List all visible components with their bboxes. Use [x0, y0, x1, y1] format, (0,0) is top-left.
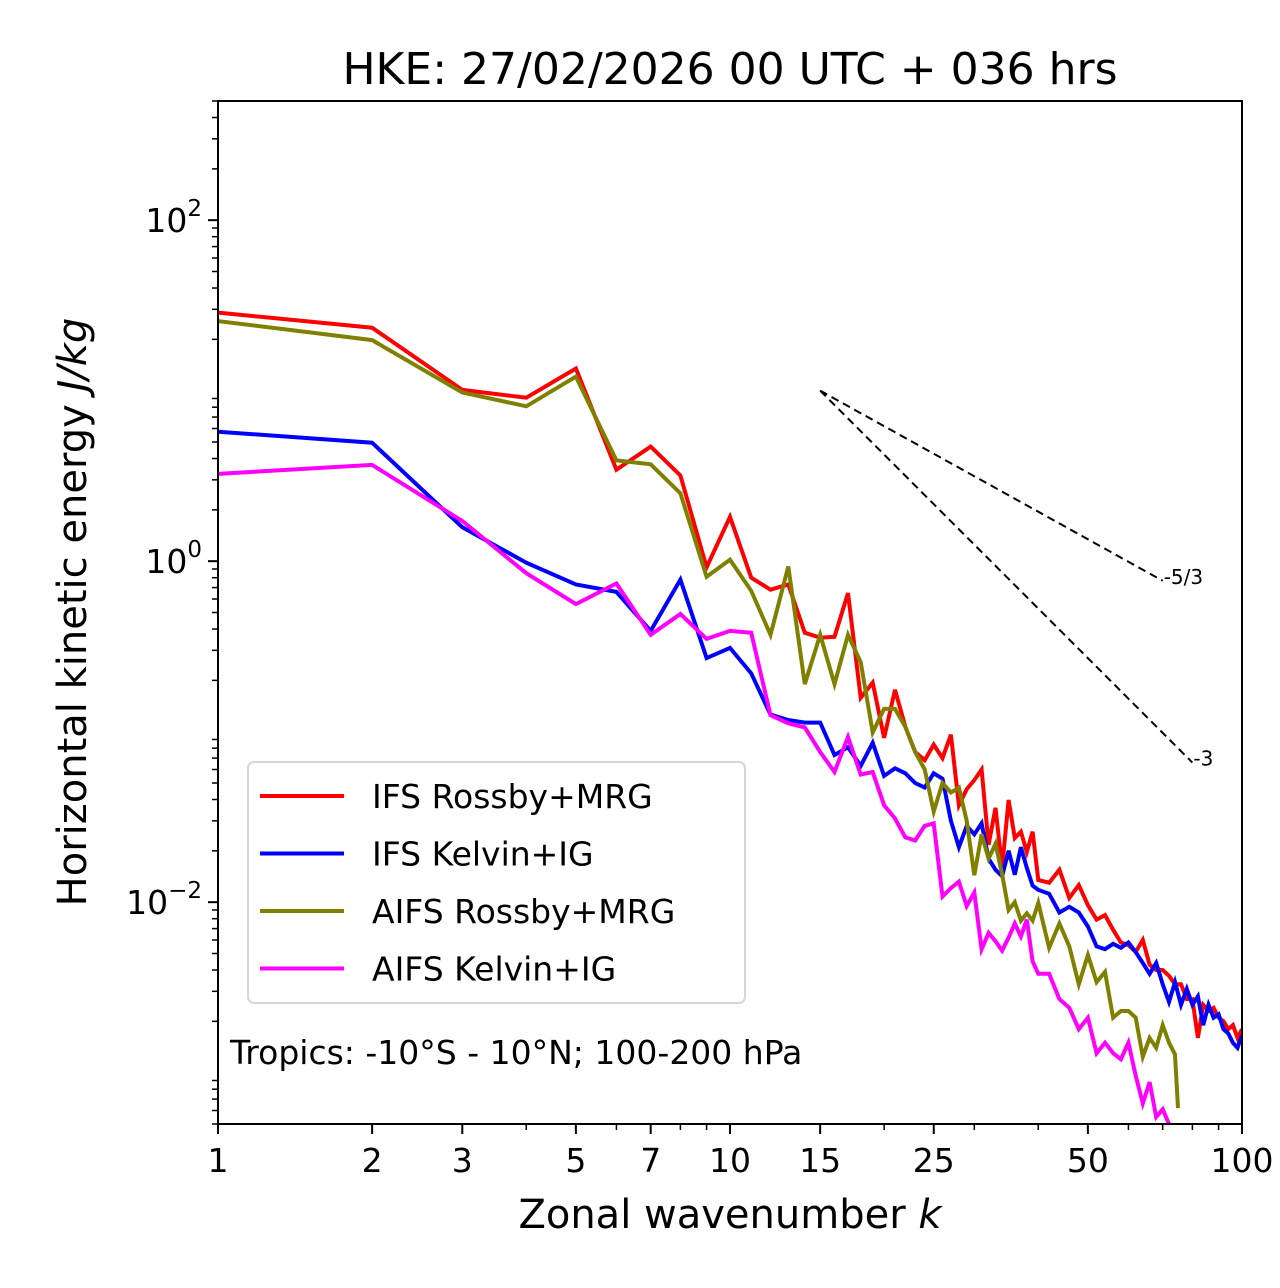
legend-label: AIFS Rossby+MRG [372, 892, 675, 931]
reference-line-slope [819, 389, 1164, 582]
x-tick-label: 2 [362, 1141, 383, 1180]
reference-line-label: -3 [1193, 747, 1213, 771]
x-tick-label: 3 [452, 1141, 473, 1180]
x-axis-variable: k [918, 1192, 943, 1238]
x-tick-label: 100 [1211, 1141, 1274, 1180]
reference-lines: -5/3 -3 [819, 389, 1213, 771]
x-tick-label: 15 [799, 1141, 841, 1180]
region-annotation: Tropics: -10°S - 10°N; 100-200 hPa [229, 1033, 802, 1072]
x-tick-label: 50 [1067, 1141, 1109, 1180]
y-tick-label: 10−2 [126, 878, 202, 922]
legend-label: IFS Rossby+MRG [372, 777, 653, 816]
x-axis-ticks: 1 2 3 5 7 10 15 25 50 100 [208, 1124, 1274, 1180]
legend-frame [247, 761, 746, 1004]
x-tick-label: 25 [913, 1141, 955, 1180]
legend: IFS Rossby+MRG IFS Kelvin+IG AIFS Rossby+M… [247, 761, 746, 1004]
y-tick-label: 100 [145, 537, 202, 581]
y-axis-ticks: 102 100 10−2 [126, 100, 218, 1125]
x-tick-label: 1 [208, 1141, 229, 1180]
series-layer [218, 310, 1242, 1124]
x-tick-label: 7 [640, 1141, 661, 1180]
legend-label: AIFS Kelvin+IG [372, 950, 616, 989]
y-tick-label: 102 [145, 196, 202, 240]
legend-label: IFS Kelvin+IG [372, 835, 594, 874]
y-axis-unit: J/kg [50, 318, 96, 399]
x-axis-label: Zonal wavenumber k [518, 1192, 943, 1238]
chart-title: HKE: 27/02/2026 00 UTC + 036 hrs [342, 44, 1117, 95]
series-line-aifs-rossby-mrg [218, 319, 1180, 1109]
series-line-aifs-kelvin-ig [218, 462, 1171, 1124]
x-tick-label: 10 [709, 1141, 751, 1180]
x-tick-label: 5 [565, 1141, 586, 1180]
reference-line-slope [819, 389, 1194, 764]
reference-line-label: -5/3 [1164, 565, 1203, 589]
y-axis-label: Horizontal kinetic energy J/kg [50, 318, 96, 907]
